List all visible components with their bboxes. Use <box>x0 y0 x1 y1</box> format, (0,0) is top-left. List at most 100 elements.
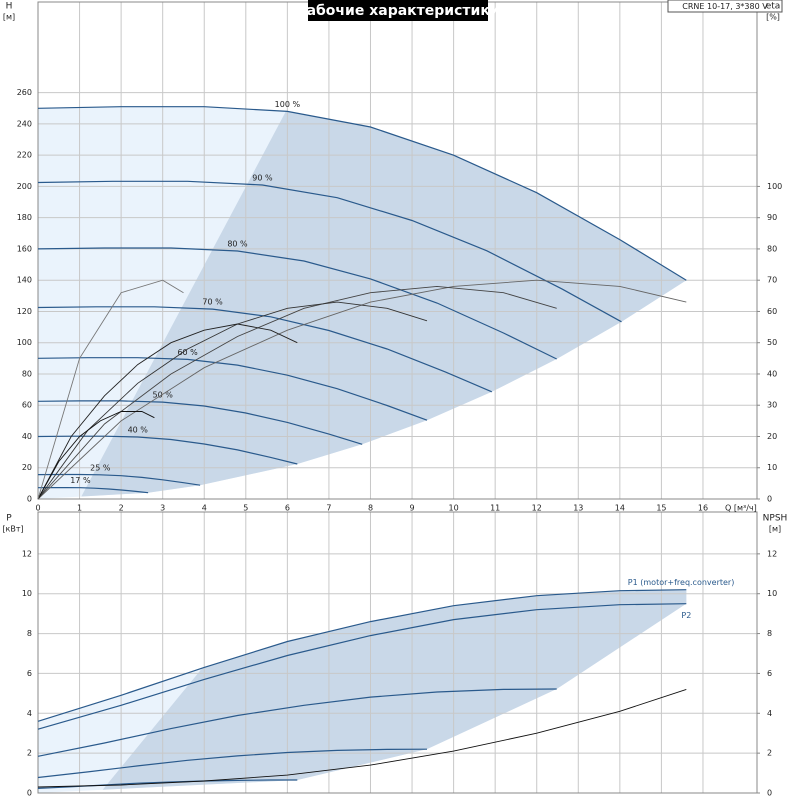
y-tick-label: 0 <box>27 789 32 798</box>
y2-tick-label: 40 <box>767 369 777 378</box>
series-line <box>37 279 184 500</box>
y2-tick-label: 30 <box>767 401 777 410</box>
y2-tick-label: 80 <box>767 244 777 253</box>
y2-tick-label: 100 <box>767 182 782 191</box>
y-tick-label: 100 <box>17 338 32 347</box>
y2-tick-label: 50 <box>767 338 777 347</box>
y-tick-label: 8 <box>27 629 32 638</box>
subtitle-box <box>667 0 783 13</box>
series-line <box>37 487 149 494</box>
y-tick-label: 20 <box>22 463 32 472</box>
y2-axis-label: eta <box>766 2 781 12</box>
x-tick-label: 6 <box>285 504 290 513</box>
series-line <box>37 285 557 500</box>
series-line <box>37 603 687 730</box>
series-label: 90 % <box>252 174 273 183</box>
subtitle: CRNE 10-17, 3*380 V <box>682 2 768 11</box>
y-tick-label: 4 <box>27 709 32 718</box>
y-axis-label: P <box>6 514 12 524</box>
x-tick-label: 10 <box>449 504 459 513</box>
series-line <box>37 106 687 281</box>
y-tick-label: 200 <box>17 182 32 191</box>
series-line <box>37 688 687 788</box>
y-tick-label: 12 <box>22 549 32 558</box>
series-label: P1 (motor+freq.converter) <box>628 578 735 587</box>
series-line <box>37 279 687 500</box>
x-tick-label: 14 <box>615 504 625 513</box>
y2-axis-label: NPSH <box>763 514 788 524</box>
title-box <box>308 0 488 21</box>
x-tick-label: 12 <box>532 504 542 513</box>
series-label: 50 % <box>153 391 174 400</box>
x-tick-label: 2 <box>119 504 124 513</box>
series-label: 100 % <box>275 100 301 109</box>
y-tick-label: 180 <box>17 213 32 222</box>
y-tick-label: 120 <box>17 307 32 316</box>
y-tick-label: 10 <box>22 589 32 598</box>
y-axis-unit: [м] <box>3 13 15 22</box>
series-line <box>37 589 687 722</box>
series-line <box>37 748 428 779</box>
x-tick-label: 8 <box>368 504 373 513</box>
x-axis-label: Q [м³/ч] <box>725 504 757 513</box>
series-label: P2 <box>681 611 691 620</box>
y2-tick-label: 0 <box>767 789 772 798</box>
y-tick-label: 160 <box>17 244 32 253</box>
y2-tick-label: 8 <box>767 629 772 638</box>
y-tick-label: 260 <box>17 88 32 97</box>
series-label: 40 % <box>128 425 149 434</box>
x-tick-label: 3 <box>160 504 165 513</box>
y2-axis-unit: [м] <box>769 525 781 534</box>
y2-tick-label: 10 <box>767 463 777 472</box>
series-line <box>37 306 493 393</box>
x-tick-label: 9 <box>409 504 414 513</box>
series-line <box>37 323 298 500</box>
y-tick-label: 2 <box>27 749 32 758</box>
x-tick-label: 1 <box>77 504 82 513</box>
series-label: 60 % <box>177 348 198 357</box>
x-tick-label: 13 <box>573 504 583 513</box>
y2-tick-label: 12 <box>767 549 777 558</box>
y2-tick-label: 60 <box>767 307 777 316</box>
series-label: 25 % <box>90 463 111 472</box>
y-tick-label: 140 <box>17 276 32 285</box>
series-label: 70 % <box>202 298 223 307</box>
series-line <box>37 473 201 486</box>
y2-tick-label: 10 <box>767 589 777 598</box>
y2-axis-unit: [%] <box>766 13 780 22</box>
series-line <box>37 180 622 323</box>
y-tick-label: 6 <box>27 669 32 678</box>
series-line <box>37 688 557 757</box>
series-line <box>37 400 363 445</box>
x-tick-label: 0 <box>35 504 40 513</box>
y-tick-label: 0 <box>27 495 32 504</box>
series-line <box>37 435 298 465</box>
x-tick-label: 16 <box>698 504 708 513</box>
y-tick-label: 40 <box>22 432 32 441</box>
y2-tick-label: 0 <box>767 495 772 504</box>
series-line <box>37 357 428 421</box>
x-tick-label: 11 <box>490 504 500 513</box>
chart-title: Рабочие характеристики <box>296 3 499 19</box>
y-tick-label: 240 <box>17 119 32 128</box>
y-tick-label: 60 <box>22 401 32 410</box>
series-line <box>37 247 557 360</box>
x-tick-label: 7 <box>326 504 331 513</box>
x-tick-label: 15 <box>656 504 666 513</box>
y2-tick-label: 70 <box>767 276 777 285</box>
y2-tick-label: 6 <box>767 669 772 678</box>
y2-tick-label: 4 <box>767 709 772 718</box>
y-tick-label: 80 <box>22 369 32 378</box>
y-tick-label: 220 <box>17 151 32 160</box>
y-axis-unit: [кВт] <box>2 525 23 534</box>
y2-tick-label: 2 <box>767 749 772 758</box>
series-label: 17 % <box>70 476 91 485</box>
plot-frame <box>37 511 758 794</box>
region-dark <box>100 589 687 793</box>
y2-tick-label: 90 <box>767 213 777 222</box>
series-label: 80 % <box>227 239 248 248</box>
y2-tick-label: 20 <box>767 432 777 441</box>
x-tick-label: 5 <box>243 504 248 513</box>
y-axis-label: H <box>6 2 13 12</box>
